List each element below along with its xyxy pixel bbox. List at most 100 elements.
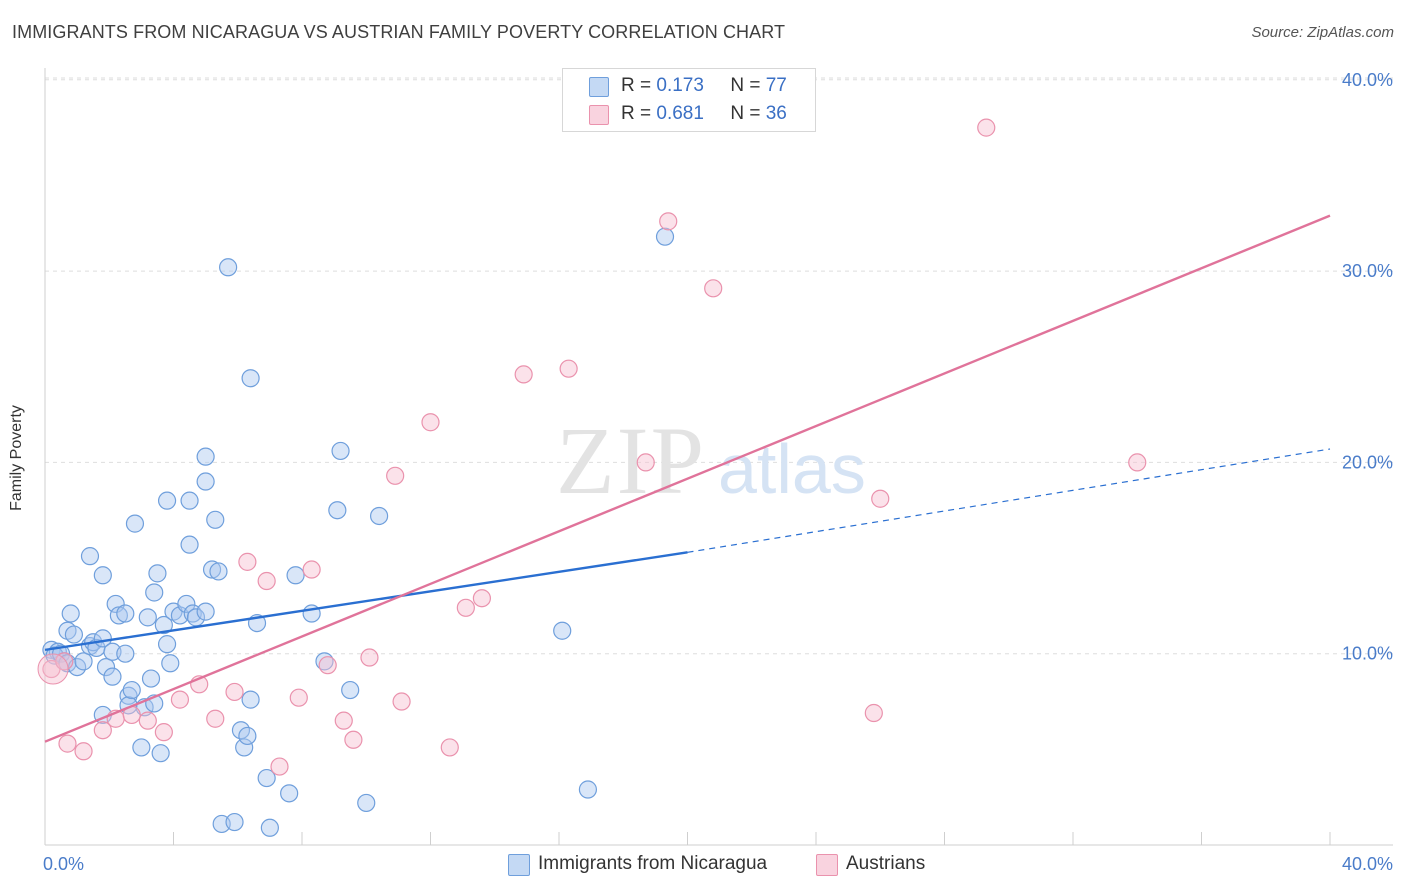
data-point xyxy=(64,625,84,644)
data-point xyxy=(386,466,405,485)
data-point xyxy=(157,491,177,510)
legend-r-label: R = xyxy=(621,75,652,96)
legend-r-label: R = xyxy=(621,103,652,124)
x-tick-label-min: 0.0% xyxy=(43,854,84,874)
trend-line-austrians xyxy=(44,214,1331,743)
series-legend: Immigrants from Nicaragua Austrians xyxy=(0,850,1406,880)
data-point xyxy=(145,583,164,602)
source-credit: Source: ZipAtlas.com xyxy=(1251,24,1394,41)
y-tick-label: 10.0% xyxy=(1342,644,1393,664)
data-point xyxy=(109,606,128,625)
data-point xyxy=(93,721,112,740)
data-point xyxy=(871,489,890,508)
data-point xyxy=(132,738,151,757)
data-point xyxy=(257,768,276,788)
data-point-cluster xyxy=(37,653,69,685)
data-point xyxy=(206,709,225,728)
data-point xyxy=(977,118,996,137)
data-point xyxy=(151,744,170,763)
data-point xyxy=(257,571,276,591)
watermark-atlas: atlas xyxy=(718,430,866,508)
data-point xyxy=(559,359,578,378)
data-point xyxy=(238,726,257,746)
data-point xyxy=(74,742,93,761)
trend-lines xyxy=(44,214,1331,743)
data-point xyxy=(225,812,244,832)
data-point xyxy=(55,652,74,671)
data-point xyxy=(1128,453,1147,472)
data-point xyxy=(655,227,675,246)
y-tick-label: 20.0% xyxy=(1342,452,1393,472)
data-point xyxy=(125,514,145,533)
legend-r-value: 0.681 xyxy=(656,103,704,124)
legend-swatch-pink xyxy=(816,854,838,876)
y-tick-labels: 10.0% 20.0% 30.0% 40.0% xyxy=(1342,70,1393,664)
data-point xyxy=(180,535,199,554)
data-point xyxy=(177,594,196,614)
x-tick-label-max: 40.0% xyxy=(1342,854,1393,874)
correlation-legend: R = 0.173 N = 77 R = 0.681 N = 36 xyxy=(562,68,816,132)
data-point xyxy=(157,635,177,654)
trend-line-nicaragua-extension xyxy=(687,448,1331,553)
data-point xyxy=(578,780,598,799)
data-point xyxy=(235,738,254,757)
data-point xyxy=(704,279,723,298)
data-point xyxy=(196,447,215,466)
data-point xyxy=(286,566,305,585)
data-point xyxy=(196,472,215,491)
axes xyxy=(44,68,1393,846)
data-point xyxy=(58,734,77,753)
y-tick-label: 30.0% xyxy=(1342,261,1393,281)
data-point xyxy=(209,562,228,581)
data-point xyxy=(241,369,260,388)
data-point xyxy=(225,682,244,702)
watermark-zip: ZIP xyxy=(556,407,706,514)
data-point xyxy=(440,738,459,757)
data-point xyxy=(357,793,376,813)
data-point xyxy=(472,589,491,608)
data-point xyxy=(170,690,190,709)
data-point xyxy=(148,564,167,583)
data-point xyxy=(219,258,238,277)
data-point xyxy=(289,688,308,707)
data-point xyxy=(116,644,135,663)
data-point xyxy=(241,690,260,709)
data-point xyxy=(80,547,100,566)
legend-n-label: N = xyxy=(730,103,761,124)
legend-r-value: 0.173 xyxy=(656,75,704,96)
data-point xyxy=(421,413,440,432)
data-point xyxy=(154,615,173,635)
data-point xyxy=(456,598,475,617)
data-point xyxy=(116,604,135,623)
data-point xyxy=(141,669,161,688)
data-point xyxy=(636,453,655,472)
data-point xyxy=(202,560,222,579)
data-point xyxy=(106,594,125,614)
data-point xyxy=(61,604,80,623)
data-point xyxy=(328,501,347,520)
data-point xyxy=(103,667,122,686)
data-point xyxy=(138,608,157,627)
zipatlas-watermark: ZIP atlas xyxy=(556,407,866,514)
legend-label-nicaragua: Immigrants from Nicaragua xyxy=(538,853,768,874)
data-point xyxy=(659,212,678,231)
data-point xyxy=(154,723,173,742)
data-point xyxy=(360,648,379,667)
data-point xyxy=(180,491,199,510)
data-point xyxy=(864,703,883,723)
data-point xyxy=(270,757,289,776)
data-point xyxy=(392,692,411,711)
legend-n-value: 36 xyxy=(765,103,787,124)
legend-swatch-pink xyxy=(589,105,609,125)
data-point xyxy=(280,784,299,803)
data-point xyxy=(138,711,157,730)
data-point xyxy=(553,621,572,640)
series-austrians-points xyxy=(37,118,1147,776)
data-point xyxy=(302,560,321,579)
data-point xyxy=(122,680,141,700)
data-point xyxy=(161,654,180,673)
trend-line-nicaragua xyxy=(44,551,688,652)
legend-n-label: N = xyxy=(730,75,761,96)
legend-swatch-blue xyxy=(589,77,609,97)
